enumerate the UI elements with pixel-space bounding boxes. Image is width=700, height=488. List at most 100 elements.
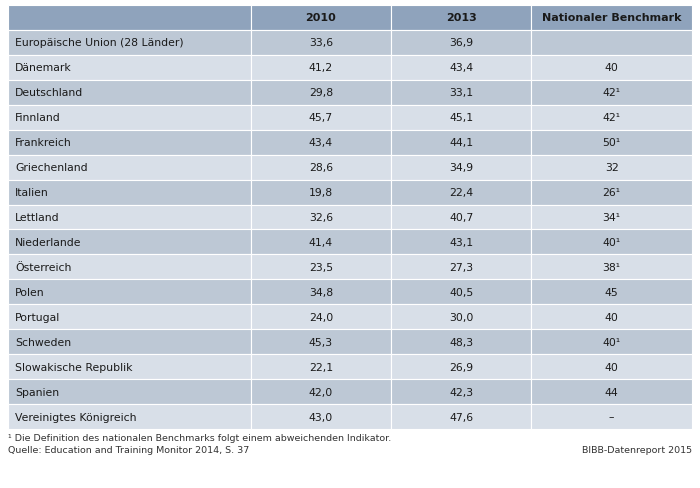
Text: 2013: 2013 [446, 14, 477, 23]
Bar [8, 329, 251, 354]
Bar [391, 305, 531, 329]
Bar [251, 329, 391, 354]
Bar [8, 180, 251, 205]
Text: ¹ Die Definition des nationalen Benchmarks folgt einem abweichenden Indikator.: ¹ Die Definition des nationalen Benchmar… [8, 433, 391, 442]
Text: 43,4: 43,4 [309, 138, 333, 148]
Text: 40: 40 [605, 63, 619, 73]
Text: Portugal: Portugal [15, 312, 60, 322]
Text: Lettland: Lettland [15, 213, 60, 223]
Bar [251, 31, 391, 56]
Bar [391, 255, 531, 280]
Bar [251, 56, 391, 81]
Bar [531, 155, 692, 180]
Text: 33,1: 33,1 [449, 88, 473, 98]
Bar [8, 230, 251, 255]
Text: 34,8: 34,8 [309, 287, 333, 297]
Text: 22,1: 22,1 [309, 362, 333, 372]
Bar [531, 379, 692, 404]
Bar [391, 354, 531, 379]
Bar [8, 404, 251, 429]
Text: Quelle: Education and Training Monitor 2014, S. 37: Quelle: Education and Training Monitor 2… [8, 445, 249, 454]
Bar [531, 329, 692, 354]
Text: 44: 44 [605, 387, 619, 397]
Text: Deutschland: Deutschland [15, 88, 83, 98]
Text: Schweden: Schweden [15, 337, 71, 347]
Bar [251, 404, 391, 429]
Bar [531, 280, 692, 305]
Bar [531, 205, 692, 230]
Text: Europäische Union (28 Länder): Europäische Union (28 Länder) [15, 39, 183, 48]
Bar [251, 81, 391, 105]
Bar [8, 354, 251, 379]
Text: Polen: Polen [15, 287, 45, 297]
Bar [391, 31, 531, 56]
Text: 45,7: 45,7 [309, 113, 333, 123]
Bar [8, 81, 251, 105]
Text: 23,5: 23,5 [309, 263, 333, 272]
Text: 38¹: 38¹ [603, 263, 621, 272]
Text: 34¹: 34¹ [603, 213, 621, 223]
Text: 40: 40 [605, 362, 619, 372]
Text: 24,0: 24,0 [309, 312, 333, 322]
Text: 42,0: 42,0 [309, 387, 333, 397]
Bar [8, 56, 251, 81]
Bar [8, 155, 251, 180]
Text: 42¹: 42¹ [603, 88, 621, 98]
Bar [531, 255, 692, 280]
Bar [8, 6, 251, 31]
Bar [391, 329, 531, 354]
Text: 32,6: 32,6 [309, 213, 333, 223]
Bar [531, 130, 692, 155]
Bar [251, 305, 391, 329]
Text: Griechenland: Griechenland [15, 163, 88, 173]
Text: 50¹: 50¹ [603, 138, 621, 148]
Text: Slowakische Republik: Slowakische Republik [15, 362, 132, 372]
Text: 22,4: 22,4 [449, 188, 473, 198]
Bar [391, 379, 531, 404]
Text: 45,3: 45,3 [309, 337, 333, 347]
Text: 40¹: 40¹ [603, 337, 621, 347]
Bar [391, 180, 531, 205]
Bar [531, 354, 692, 379]
Bar [251, 130, 391, 155]
Text: 43,1: 43,1 [449, 238, 473, 247]
Bar [531, 56, 692, 81]
Bar [531, 105, 692, 130]
Bar [8, 305, 251, 329]
Bar [251, 105, 391, 130]
Text: 40,5: 40,5 [449, 287, 473, 297]
Text: 30,0: 30,0 [449, 312, 473, 322]
Bar [8, 205, 251, 230]
Bar [251, 354, 391, 379]
Bar [391, 130, 531, 155]
Text: Italien: Italien [15, 188, 49, 198]
Text: 41,2: 41,2 [309, 63, 333, 73]
Bar [8, 105, 251, 130]
Bar [531, 404, 692, 429]
Text: 34,9: 34,9 [449, 163, 473, 173]
Bar [8, 31, 251, 56]
Bar [531, 305, 692, 329]
Bar [531, 180, 692, 205]
Bar [391, 155, 531, 180]
Text: BIBB-Datenreport 2015: BIBB-Datenreport 2015 [582, 445, 692, 454]
Bar [391, 280, 531, 305]
Text: –: – [609, 412, 615, 422]
Bar [251, 205, 391, 230]
Text: Frankreich: Frankreich [15, 138, 71, 148]
Text: 26¹: 26¹ [603, 188, 621, 198]
Text: Niederlande: Niederlande [15, 238, 81, 247]
Text: 48,3: 48,3 [449, 337, 473, 347]
Bar [8, 255, 251, 280]
Bar [251, 379, 391, 404]
Text: 43,0: 43,0 [309, 412, 333, 422]
Text: 26,9: 26,9 [449, 362, 473, 372]
Bar [531, 230, 692, 255]
Bar [391, 205, 531, 230]
Bar [391, 230, 531, 255]
Bar [8, 379, 251, 404]
Text: 45: 45 [605, 287, 619, 297]
Text: 28,6: 28,6 [309, 163, 333, 173]
Bar [531, 81, 692, 105]
Text: 42¹: 42¹ [603, 113, 621, 123]
